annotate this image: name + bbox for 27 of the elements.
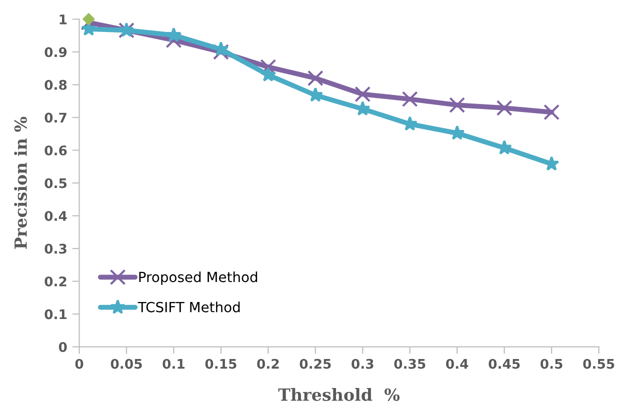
y-tick-label: 0.1 [44,309,67,320]
x-tick-label: 0.25 [300,358,331,369]
x-tick-label: 0.3 [352,358,374,369]
y-tick-label: 0.5 [44,178,67,188]
y-axis-title: Precision in % [14,116,27,249]
x-tick-label: 0.05 [110,358,142,369]
x-tick-label: 0.35 [394,358,426,369]
y-tick-label: 0.8 [44,80,67,90]
y-tick-label: 0 [58,342,67,352]
x-tick-label: 0.4 [446,358,468,369]
y-tick-label: 0.4 [44,210,67,221]
x-tick-label: 0.1 [162,358,184,369]
x-tick-label: 0.15 [205,358,236,369]
x-tick-label: 0 [75,358,84,369]
x-axis-title: Threshold % [278,388,400,401]
legend-label: Proposed Method [139,271,258,285]
x-tick-label: 0.55 [583,358,614,369]
y-tick-label: 0.3 [44,244,66,254]
x-tick-label: 0.2 [257,358,279,369]
x-tick-label: 0.5 [540,358,562,369]
legend-label: TCSIFT Method [138,302,240,312]
y-tick-label: 0.9 [44,47,67,58]
y-tick-label: 0.6 [44,145,67,156]
y-tick-label: 0.2 [44,276,66,286]
x-tick-label: 0.45 [488,358,520,369]
y-tick-label: 1 [60,14,67,24]
y-tick-label: 0.7 [44,112,66,123]
